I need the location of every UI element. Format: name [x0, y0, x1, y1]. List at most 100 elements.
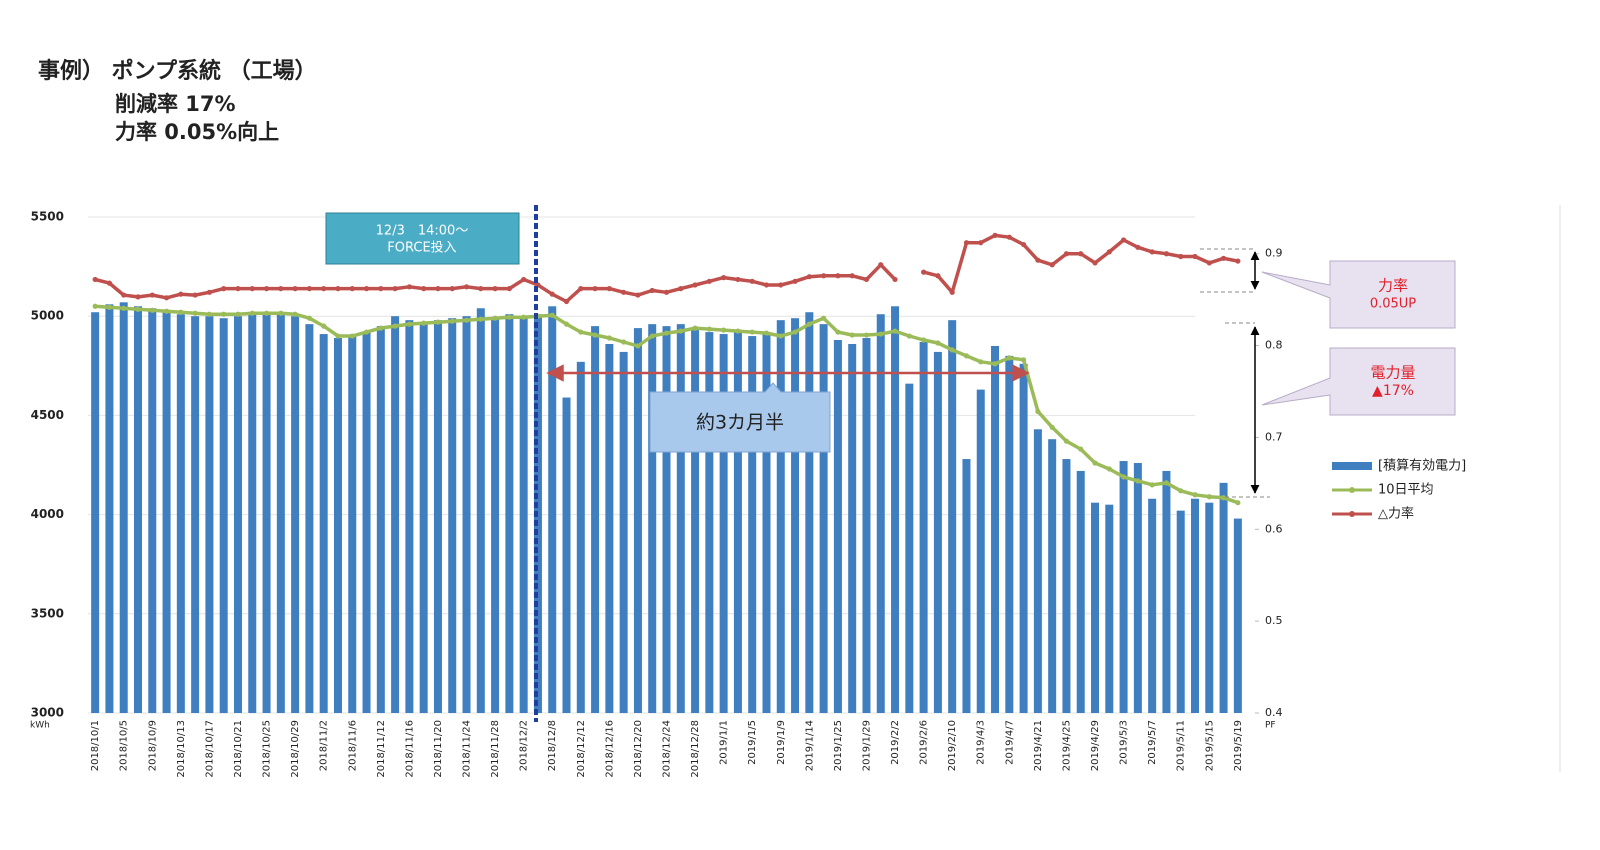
x-tick-label: 2019/5/11	[1176, 720, 1187, 771]
line-point	[463, 284, 470, 290]
x-tick-label: 2019/1/14	[804, 720, 815, 771]
y-tick-label: 3500	[31, 606, 64, 620]
line-point	[278, 310, 284, 316]
line-point	[978, 240, 984, 246]
line-point	[92, 303, 98, 309]
line-point	[1078, 251, 1084, 257]
x-tick-label: 2019/4/25	[1061, 720, 1072, 771]
line-point	[1120, 474, 1127, 480]
line-point	[206, 289, 213, 295]
line-point	[363, 286, 370, 292]
bar	[719, 334, 728, 713]
y2-tick-label: 0.9	[1265, 247, 1283, 260]
bar	[476, 308, 485, 713]
kwh-callout-label: 電力量	[1370, 364, 1415, 382]
bar	[905, 383, 914, 713]
y2-tick-label: 0.8	[1265, 339, 1283, 352]
line-point	[806, 274, 812, 280]
bar	[1176, 510, 1185, 713]
x-tick-label: 2019/5/19	[1233, 720, 1244, 771]
line-point	[935, 273, 941, 279]
line-point	[163, 308, 170, 314]
line-point	[663, 289, 670, 295]
line-point	[306, 315, 313, 321]
bar	[1119, 461, 1128, 713]
line-point	[163, 295, 170, 301]
bar	[405, 320, 414, 713]
bar	[662, 326, 671, 713]
bar	[705, 332, 714, 713]
bar	[433, 320, 442, 713]
bar	[262, 312, 271, 713]
y2-tick-label: 0.5	[1265, 614, 1283, 627]
x-tick-label: 2018/11/20	[433, 720, 444, 778]
line-point	[1106, 249, 1112, 255]
line-point	[1220, 495, 1227, 501]
line-point	[906, 333, 912, 339]
x-tick-label: 2018/10/25	[262, 720, 273, 778]
line-point	[1235, 258, 1241, 264]
bar	[176, 314, 185, 713]
line-point	[192, 310, 198, 316]
line-point	[92, 276, 98, 283]
event-label: FORCE投入	[387, 240, 456, 256]
bar	[233, 316, 242, 713]
line-point	[878, 331, 884, 337]
line-point	[663, 330, 670, 336]
x-tick-label: 2019/4/3	[976, 720, 987, 765]
line-point	[949, 289, 955, 295]
bar	[962, 459, 971, 713]
x-tick-label: 2018/12/28	[690, 720, 701, 778]
bar	[1019, 363, 1028, 713]
bar	[548, 306, 557, 713]
bar	[776, 320, 785, 713]
line-point	[649, 287, 655, 294]
bar	[733, 330, 742, 713]
bar	[976, 389, 985, 713]
bar	[805, 312, 814, 713]
line-point	[692, 325, 698, 331]
line-point	[349, 286, 355, 292]
bar	[391, 316, 400, 713]
line-point	[1035, 408, 1041, 415]
bar	[633, 328, 642, 713]
plot: 3000 3500 4000 4500 5000 5500 0.4 0.5 0.6 0.7 0.8 0…	[31, 210, 1283, 778]
x-tick-label: 2019/1/1	[719, 720, 730, 765]
line-point	[1020, 357, 1027, 363]
line-point	[435, 319, 441, 325]
x-tick-label: 2019/4/21	[1033, 720, 1044, 771]
line-point	[763, 330, 770, 336]
line-point	[121, 292, 127, 298]
line-point	[1006, 234, 1012, 240]
line-point	[1020, 241, 1027, 248]
bar	[991, 345, 1000, 713]
line-point	[821, 273, 827, 279]
line-point	[221, 311, 227, 317]
line-point	[1092, 260, 1098, 266]
bar	[1048, 439, 1057, 713]
line-point	[992, 361, 998, 367]
line-point	[1163, 480, 1170, 486]
pf-callout	[1261, 260, 1456, 329]
y-tick-label: 3000	[31, 706, 64, 720]
x-tick-label: 2019/5/7	[1147, 720, 1158, 765]
line-point	[1163, 251, 1170, 257]
line-point	[106, 280, 113, 286]
bar	[191, 316, 200, 713]
bar	[748, 336, 757, 713]
y2-tick-label: 0.7	[1265, 430, 1283, 443]
bar	[333, 338, 342, 713]
line-point	[992, 232, 998, 238]
bar	[91, 312, 100, 713]
line-point	[606, 335, 612, 341]
line-point	[892, 276, 898, 283]
x-tick-label: 2018/11/28	[490, 720, 501, 778]
title: 事例） ポンプ系統 （工場）	[38, 58, 317, 84]
period-label: 約3カ月半	[696, 412, 784, 434]
line-point	[335, 286, 341, 292]
line-point	[606, 286, 612, 292]
bar	[319, 334, 328, 713]
y-tick-label: 5000	[31, 309, 64, 323]
x-tick-label: 2019/5/3	[1119, 720, 1130, 765]
